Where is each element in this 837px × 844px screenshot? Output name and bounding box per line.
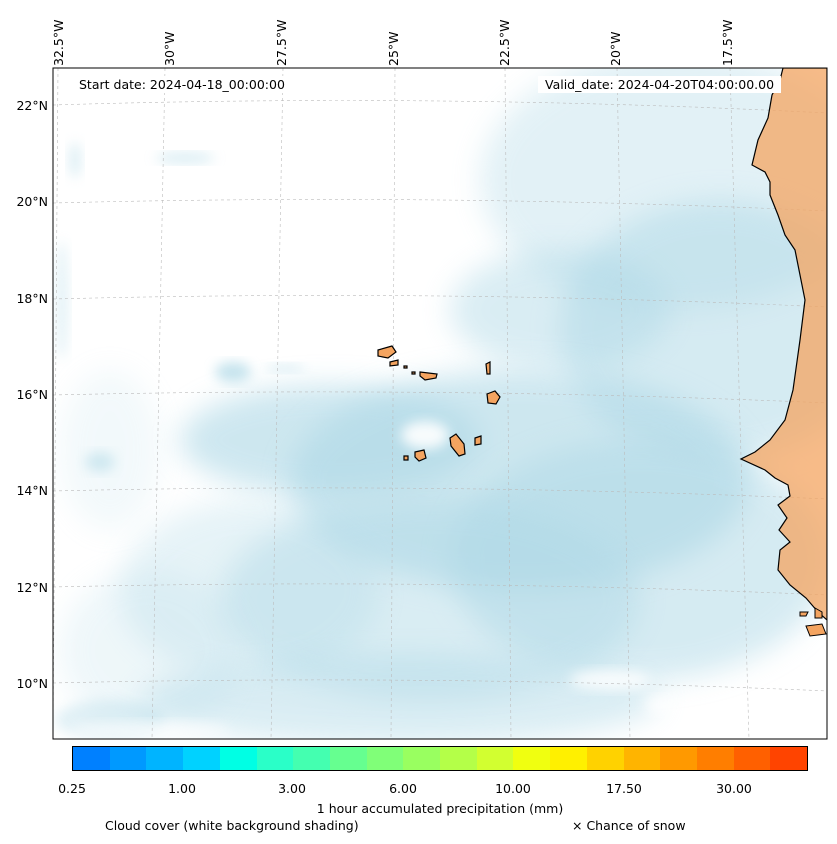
lon-label: 17.5°W [720,19,735,66]
colorbar-swatch [219,747,257,770]
colorbar-swatch [733,747,771,770]
cloud-cover-legend-label: Cloud cover (white background shading) [105,818,359,833]
colorbar-swatch [770,747,808,770]
map-frame [52,67,828,740]
colorbar-swatch [586,747,624,770]
colorbar-swatch [660,747,697,770]
colorbar-tick-label: 17.50 [606,781,642,796]
lat-label: 10°N [16,676,48,691]
lat-label: 14°N [16,483,48,498]
lon-label: 27.5°W [274,19,289,66]
clear-sky-patches [70,421,675,738]
lat-label: 18°N [16,291,48,306]
lat-label: 16°N [16,387,48,402]
lon-label: 25°W [386,31,401,66]
lat-label: 12°N [16,580,48,595]
graticule [53,68,827,739]
colorbar-swatch [440,747,477,770]
colorbar-swatch [293,747,330,770]
cloud-cover-shading [55,68,827,739]
valid-date-label: Valid_date: 2024-04-20T04:00:00.00 [538,76,782,93]
lon-label: 30°W [162,31,177,66]
colorbar-swatch [366,747,404,770]
colorbar-swatch [109,747,147,770]
colorbar-swatch [513,747,551,770]
colorbar-swatch [403,747,441,770]
colorbar [72,746,808,771]
colorbar-swatch [623,747,661,770]
colorbar-tick-label: 30.00 [716,781,752,796]
snow-legend-label: × Chance of snow [572,818,686,833]
colorbar-swatch [476,747,514,770]
colorbar-swatch [183,747,220,770]
colorbar-swatch [329,747,367,770]
colorbar-tick-label: 6.00 [389,781,417,796]
colorbar-tick-label: 10.00 [495,781,531,796]
colorbar-tick-label: 3.00 [278,781,306,796]
cape-verde-islands [377,345,501,462]
lat-label: 20°N [16,194,48,209]
colorbar-tick-label: 0.25 [58,781,86,796]
colorbar-swatch [73,747,110,770]
colorbar-tick-label: 1.00 [168,781,196,796]
lat-label: 22°N [16,98,48,113]
colorbar-swatch [696,747,734,770]
lon-label: 22.5°W [497,19,512,66]
african-coast-land [739,68,827,637]
colorbar-swatch [256,747,294,770]
colorbar-swatch [550,747,587,770]
lon-label: 32.5°W [51,19,66,66]
lon-label: 20°W [608,31,623,66]
colorbar-label: 1 hour accumulated precipitation (mm) [316,801,564,816]
colorbar-swatch [146,747,184,770]
start-date-label: Start date: 2024-04-18_00:00:00 [72,76,292,93]
